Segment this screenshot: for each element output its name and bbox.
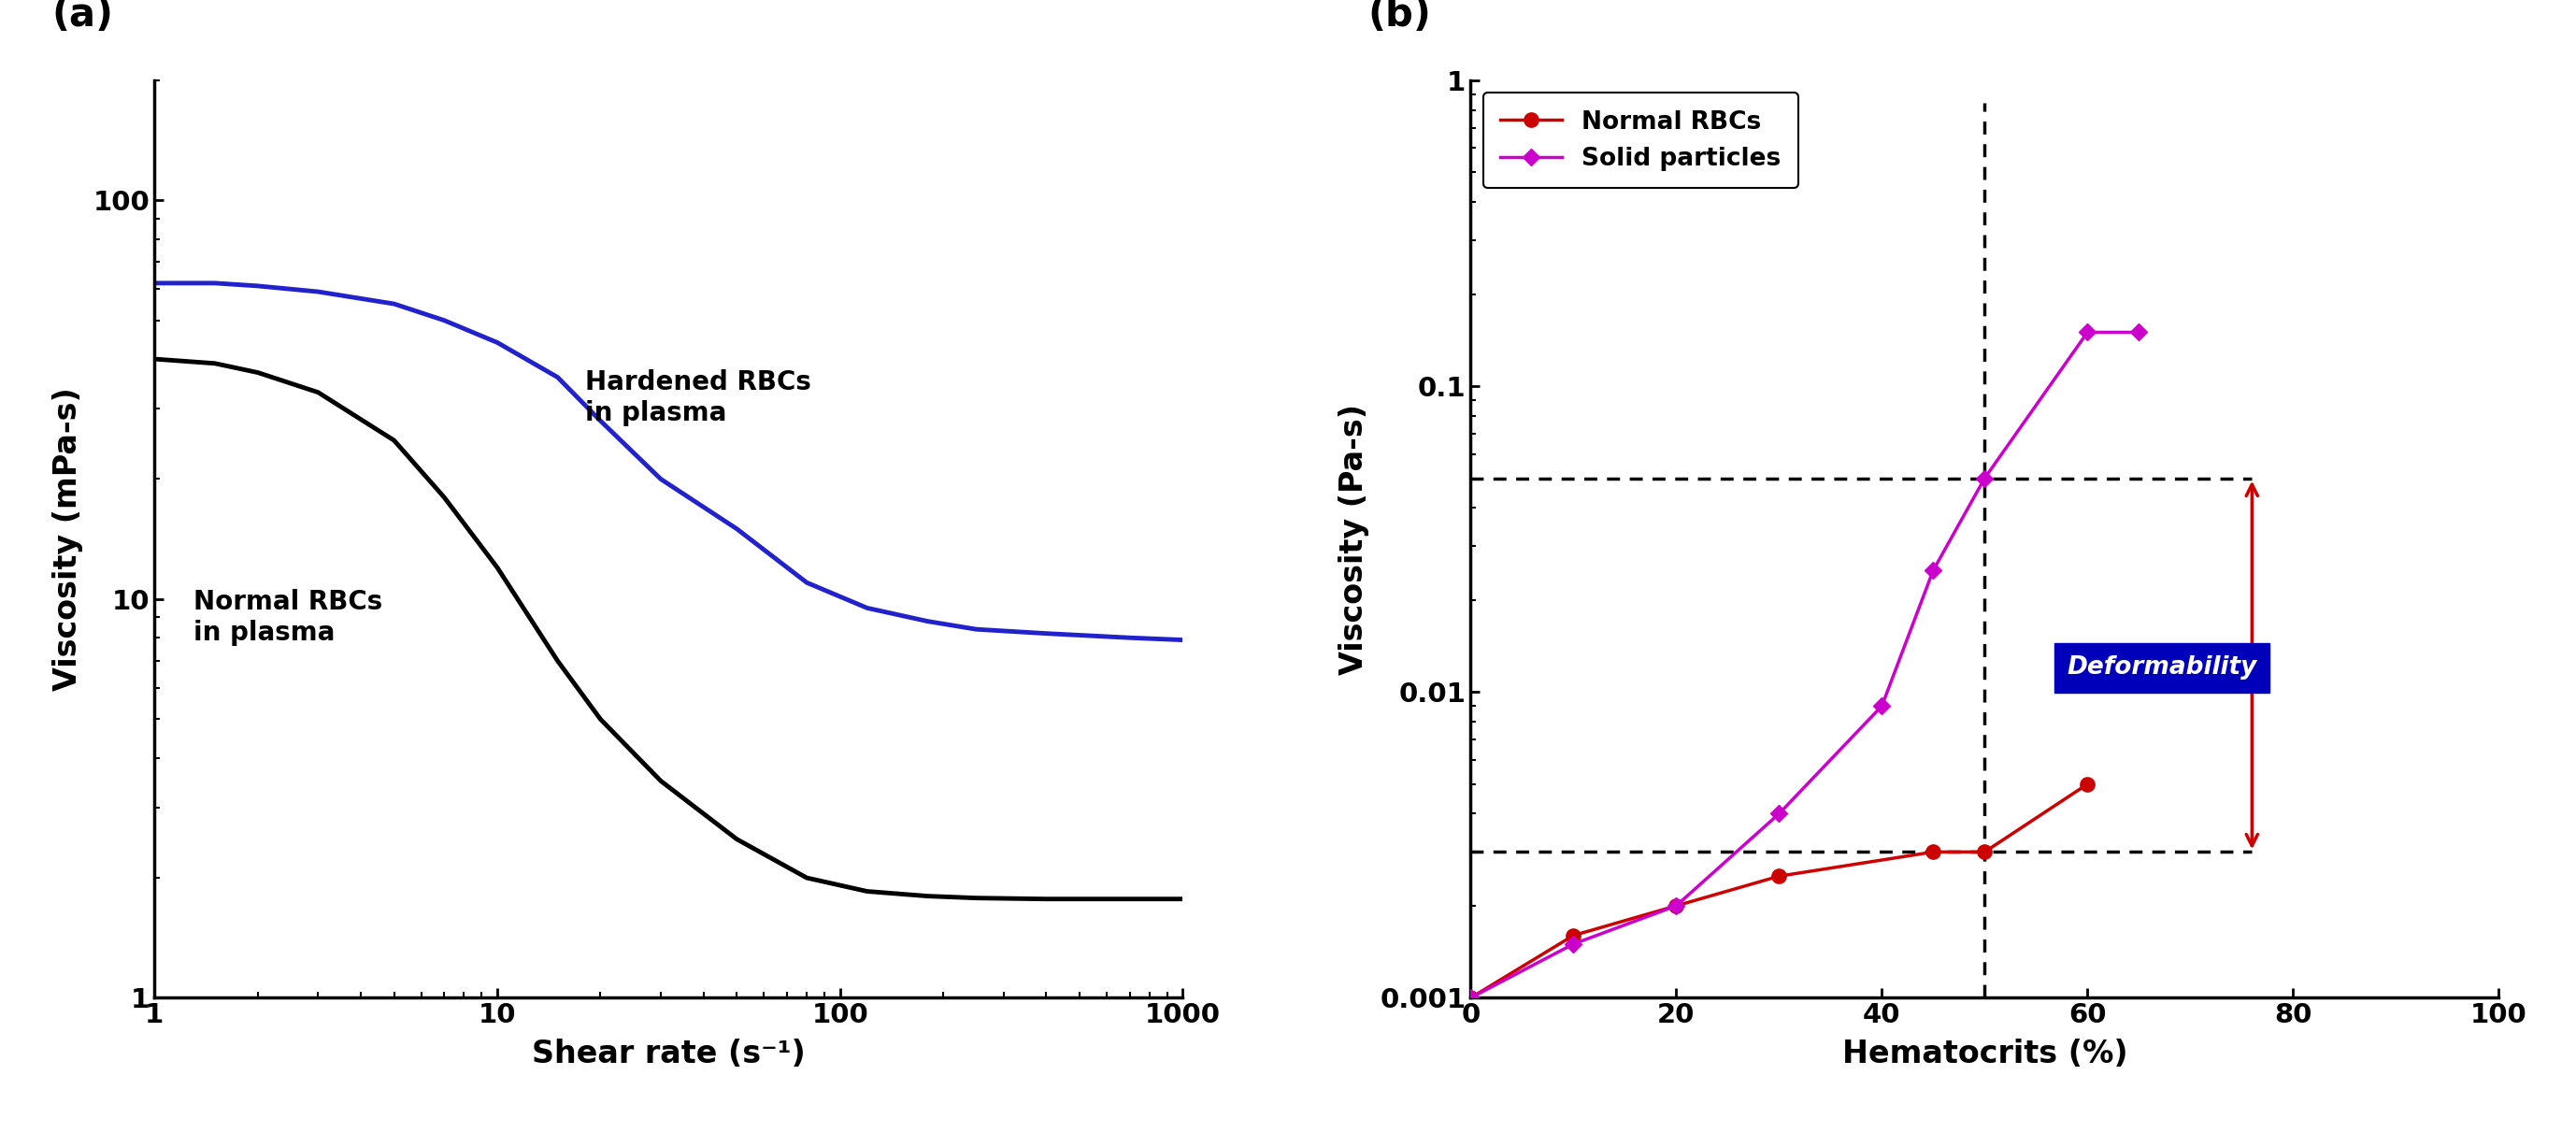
Y-axis label: Viscosity (Pa-s): Viscosity (Pa-s) <box>1340 404 1370 674</box>
Text: (b): (b) <box>1368 0 1432 34</box>
Text: Normal RBCs
in plasma: Normal RBCs in plasma <box>193 590 384 646</box>
Legend: Normal RBCs, Solid particles: Normal RBCs, Solid particles <box>1484 93 1798 188</box>
Text: (a): (a) <box>52 0 113 34</box>
X-axis label: Hematocrits (%): Hematocrits (%) <box>1842 1039 2128 1070</box>
Y-axis label: Viscosity (mPa-s): Viscosity (mPa-s) <box>52 388 82 690</box>
Text: Hardened RBCs
in plasma: Hardened RBCs in plasma <box>585 369 811 426</box>
Text: Deformability: Deformability <box>2066 656 2257 680</box>
X-axis label: Shear rate (s⁻¹): Shear rate (s⁻¹) <box>531 1039 806 1070</box>
